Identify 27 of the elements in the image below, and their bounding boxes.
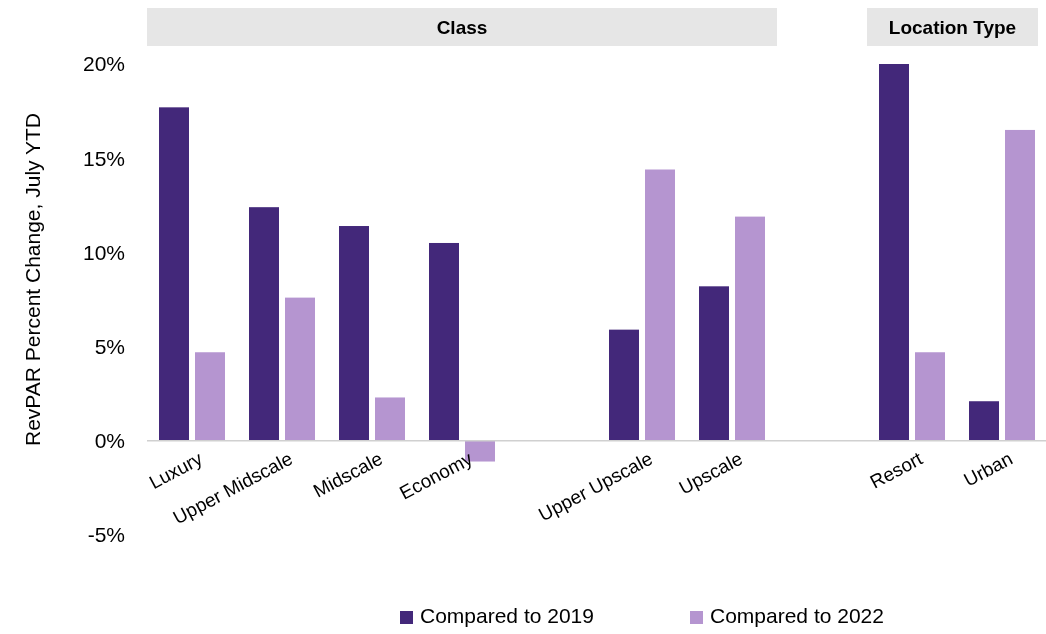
legend-label: Compared to 2022 bbox=[710, 604, 884, 627]
y-tick-label: 10% bbox=[82, 240, 125, 264]
text: Class bbox=[436, 17, 488, 38]
bar bbox=[609, 329, 639, 441]
bar bbox=[159, 107, 189, 441]
y-tick-label: 15% bbox=[82, 146, 125, 170]
bar bbox=[375, 397, 405, 441]
bar bbox=[195, 352, 225, 441]
y-tick-label: -5% bbox=[87, 523, 125, 547]
bar bbox=[879, 64, 909, 441]
x-tick-label: Urban bbox=[960, 447, 1016, 491]
bar bbox=[969, 401, 999, 441]
legend-label: Compared to 2019 bbox=[420, 604, 594, 627]
bar bbox=[285, 297, 315, 441]
bar bbox=[429, 242, 459, 441]
bar bbox=[699, 286, 729, 441]
y-tick-label: 0% bbox=[94, 429, 125, 453]
y-tick-label: 5% bbox=[94, 334, 125, 358]
text: Location Type bbox=[888, 17, 1017, 38]
bar bbox=[645, 169, 675, 441]
bar bbox=[1005, 129, 1035, 441]
bar bbox=[339, 226, 369, 441]
bar bbox=[915, 352, 945, 441]
y-tick-label: 20% bbox=[82, 52, 125, 76]
bar bbox=[735, 216, 765, 441]
bar bbox=[249, 207, 279, 441]
y-axis-title: RevPAR Percent Change, July YTD bbox=[21, 112, 44, 447]
